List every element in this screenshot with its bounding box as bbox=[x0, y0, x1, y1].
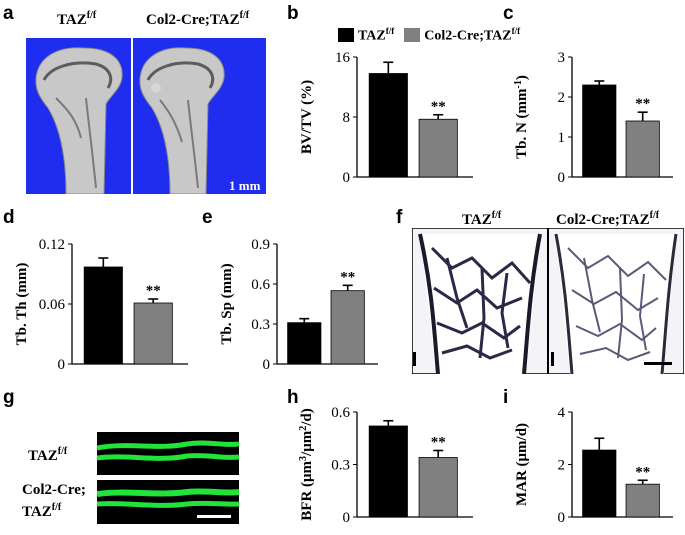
panel-letter-e: e bbox=[202, 207, 213, 228]
panel-letter-h: h bbox=[287, 387, 299, 408]
panel-letter-b: b bbox=[287, 3, 299, 24]
panel-letter-c: c bbox=[503, 3, 514, 24]
panel-g-label-control: TAZf/f bbox=[28, 446, 68, 464]
chart-tb-th: 0 0.06 0.12 Tb. Th (mm) ** bbox=[14, 237, 188, 373]
panel-f-label-control: TAZf/f bbox=[462, 210, 502, 228]
bar bbox=[368, 425, 408, 518]
bar bbox=[582, 449, 617, 518]
y-tick-label: 0.12 bbox=[39, 237, 65, 253]
bar bbox=[330, 290, 365, 365]
legend-swatch-mutant bbox=[404, 28, 421, 43]
significance-marker: ** bbox=[635, 464, 650, 480]
panel-a-scale-label: 1 mm bbox=[229, 178, 261, 193]
y-tick-label: 0 bbox=[263, 357, 271, 373]
bar bbox=[418, 457, 458, 518]
bar bbox=[287, 322, 322, 365]
y-tick-label: 0.6 bbox=[331, 405, 350, 421]
y-axis-label: BFR (μm3/μm2/d) bbox=[298, 408, 316, 520]
panel-letter-i: i bbox=[503, 387, 509, 408]
y-axis-label: MAR (μm/d) bbox=[514, 423, 530, 506]
chart-tb-n: 0 1 2 3 Tb. N (mm-1) ** bbox=[513, 50, 673, 186]
bar bbox=[582, 84, 617, 178]
significance-marker: ** bbox=[431, 99, 446, 115]
bar bbox=[625, 120, 660, 178]
panel-g-calcein-image bbox=[97, 432, 239, 524]
y-tick-label: 0 bbox=[58, 357, 66, 373]
y-axis-label: Tb. N (mm-1) bbox=[513, 75, 531, 159]
y-tick-label: 0.06 bbox=[39, 297, 66, 313]
chart-tb-sp: 0 0.3 0.6 0.9 Tb. Sp (mm) ** bbox=[219, 237, 378, 373]
bar bbox=[83, 266, 123, 365]
y-tick-label: 0 bbox=[343, 510, 351, 526]
y-tick-label: 0 bbox=[558, 510, 566, 526]
chart-bv-tv: 0 8 16 BV/TV (%) ** bbox=[299, 50, 473, 186]
panel-a-label-control: TAZf/f bbox=[57, 10, 97, 28]
legend-swatch-control bbox=[338, 28, 354, 43]
y-tick-label: 2 bbox=[558, 90, 566, 106]
y-axis-label: BV/TV (%) bbox=[299, 80, 315, 154]
bar bbox=[368, 73, 408, 178]
bar bbox=[133, 302, 173, 365]
legend-label-control: TAZf/f bbox=[358, 26, 395, 44]
y-tick-label: 1 bbox=[558, 130, 566, 146]
panel-letter-a: a bbox=[3, 3, 14, 24]
y-tick-label: 0.9 bbox=[251, 237, 270, 253]
panel-letter-g: g bbox=[3, 387, 15, 408]
y-tick-label: 0.3 bbox=[251, 317, 270, 333]
y-tick-label: 2 bbox=[558, 458, 566, 474]
legend: TAZf/f Col2-Cre;TAZf/f bbox=[338, 26, 520, 45]
y-tick-label: 16 bbox=[335, 50, 351, 66]
chart-bfr: 0 0.3 0.6 BFR (μm3/μm2/d) ** bbox=[298, 405, 473, 526]
significance-marker: ** bbox=[146, 283, 161, 299]
y-tick-label: 0 bbox=[343, 170, 351, 186]
panel-letter-d: d bbox=[3, 207, 15, 228]
significance-marker: ** bbox=[340, 269, 355, 285]
panel-a-label-mutant: Col2-Cre;TAZf/f bbox=[146, 10, 250, 28]
panel-f-histology-image bbox=[412, 228, 684, 374]
y-axis-label: Tb. Sp (mm) bbox=[219, 263, 235, 344]
y-axis-label: Tb. Th (mm) bbox=[14, 263, 30, 346]
panel-f-label-mutant: Col2-Cre;TAZf/f bbox=[556, 210, 660, 228]
panel-letter-f: f bbox=[396, 207, 403, 228]
y-tick-label: 8 bbox=[343, 110, 351, 126]
bar bbox=[418, 118, 458, 178]
significance-marker: ** bbox=[635, 96, 650, 112]
significance-marker: ** bbox=[431, 435, 446, 451]
legend-label-mutant: Col2-Cre;TAZf/f bbox=[424, 26, 521, 44]
bar bbox=[625, 483, 660, 518]
panel-g-label-mutant-line1: Col2-Cre; bbox=[22, 482, 86, 498]
panel-g-label-mutant-line2: TAZf/f bbox=[22, 502, 62, 520]
y-tick-label: 0 bbox=[558, 170, 566, 186]
chart-mar: 0 2 4 MAR (μm/d) ** bbox=[514, 405, 673, 526]
y-tick-label: 0.3 bbox=[331, 458, 350, 474]
y-tick-label: 3 bbox=[558, 50, 566, 66]
y-tick-label: 0.6 bbox=[251, 277, 270, 293]
y-tick-label: 4 bbox=[558, 405, 566, 421]
panel-a-microct-image bbox=[26, 38, 266, 194]
